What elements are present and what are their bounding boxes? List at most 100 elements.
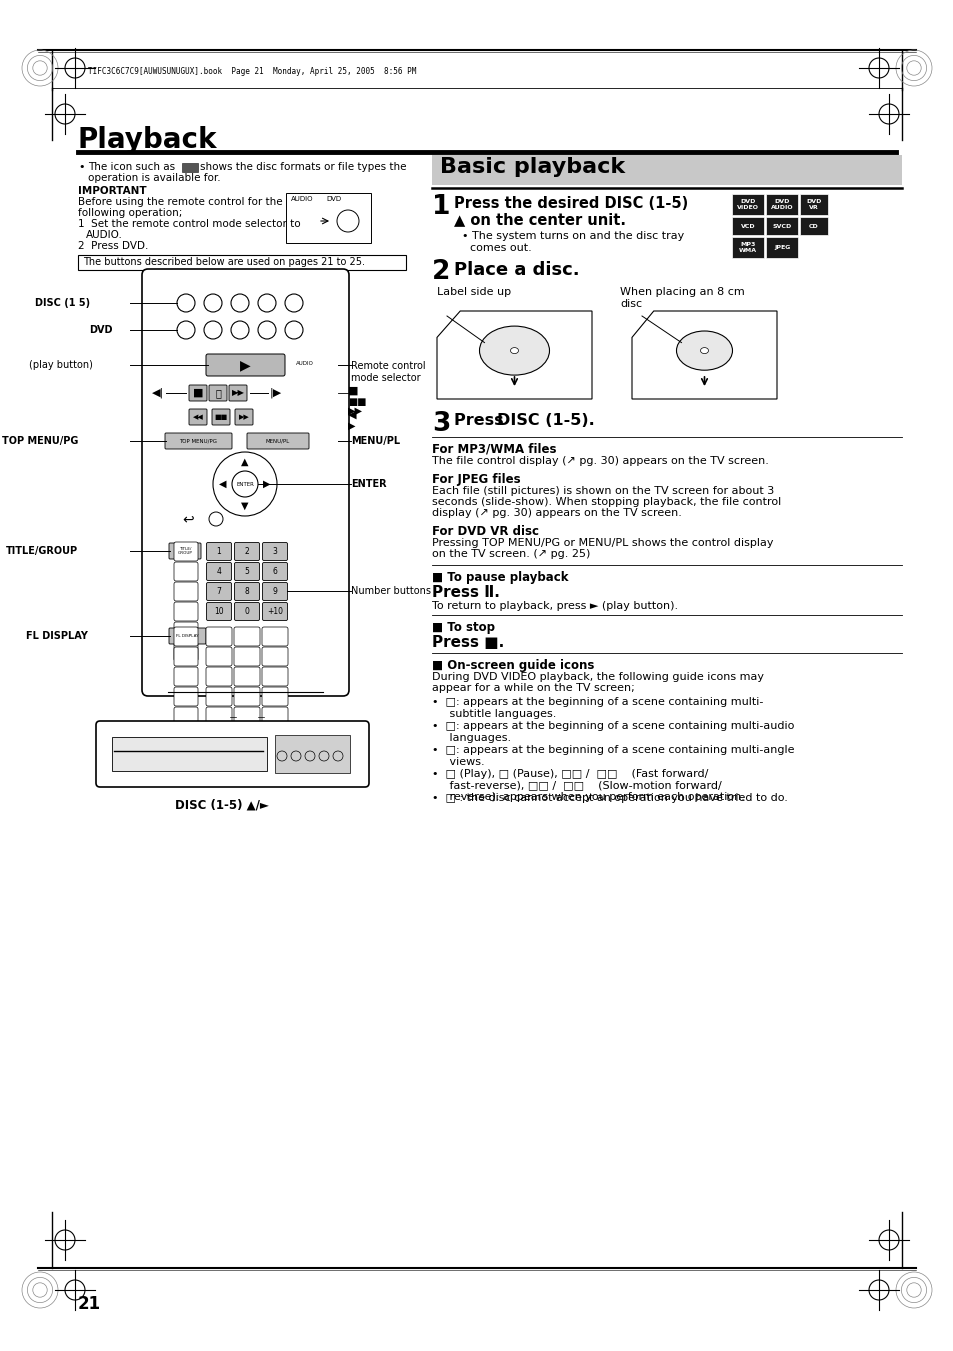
FancyBboxPatch shape (96, 721, 369, 788)
Text: ◀◀: ◀◀ (193, 413, 203, 420)
FancyBboxPatch shape (169, 628, 206, 644)
Text: VCD: VCD (740, 223, 755, 228)
Text: • The system turns on and the disc tray: • The system turns on and the disc tray (461, 231, 683, 240)
Text: DISC (1-5) ▲/►: DISC (1-5) ▲/► (175, 798, 269, 811)
Text: FL DISPLAY: FL DISPLAY (26, 631, 88, 640)
Text: 5: 5 (244, 567, 249, 576)
FancyBboxPatch shape (173, 642, 198, 661)
Text: ▶: ▶ (348, 422, 355, 431)
Text: The file control display (↗ pg. 30) appears on the TV screen.: The file control display (↗ pg. 30) appe… (432, 457, 768, 466)
Text: 4: 4 (216, 567, 221, 576)
FancyBboxPatch shape (234, 543, 259, 561)
Polygon shape (436, 311, 592, 399)
FancyBboxPatch shape (173, 621, 198, 640)
FancyBboxPatch shape (262, 582, 287, 600)
FancyBboxPatch shape (173, 688, 198, 707)
FancyBboxPatch shape (212, 409, 230, 426)
Bar (800, 195, 827, 215)
FancyBboxPatch shape (189, 409, 207, 426)
Text: seconds (slide-show). When stopping playback, the file control: seconds (slide-show). When stopping play… (432, 497, 781, 507)
Text: DVD
AUDIO: DVD AUDIO (770, 199, 793, 209)
Bar (731, 236, 763, 258)
Text: 2: 2 (244, 547, 249, 557)
Text: Number buttons: Number buttons (351, 586, 431, 596)
FancyBboxPatch shape (206, 354, 285, 376)
Text: ■: ■ (193, 388, 203, 399)
Text: Press the desired DISC (1-5): Press the desired DISC (1-5) (454, 196, 687, 211)
FancyBboxPatch shape (206, 707, 232, 725)
Text: Press ■.: Press ■. (432, 635, 504, 650)
Text: 21: 21 (78, 1296, 101, 1313)
Text: DISC (1 5): DISC (1 5) (35, 299, 90, 308)
Text: During DVD VIDEO playback, the following guide icons may: During DVD VIDEO playback, the following… (432, 671, 763, 682)
Text: When placing an 8 cm
disc: When placing an 8 cm disc (619, 286, 744, 308)
Text: TITLE/
GROUP: TITLE/ GROUP (177, 547, 193, 555)
Text: ↩: ↩ (182, 512, 193, 526)
Text: •  □ (Play), □ (Pause), □□ /  □□    (Fast forward/
     fast-reverse), □□ /  □□ : • □ (Play), □ (Pause), □□ / □□ (Fast for… (432, 769, 744, 802)
Text: •: • (78, 162, 85, 172)
Text: Playback: Playback (78, 126, 217, 154)
FancyBboxPatch shape (142, 269, 349, 696)
Text: ◀: ◀ (219, 480, 227, 489)
Text: ▶▶: ▶▶ (238, 413, 249, 420)
Text: Press Ⅱ.: Press Ⅱ. (432, 585, 499, 600)
Text: AUDIO: AUDIO (295, 361, 314, 366)
FancyBboxPatch shape (206, 603, 232, 620)
FancyBboxPatch shape (169, 543, 201, 559)
FancyBboxPatch shape (173, 562, 198, 581)
FancyBboxPatch shape (206, 562, 232, 581)
Bar (731, 195, 763, 215)
FancyBboxPatch shape (233, 707, 260, 725)
FancyBboxPatch shape (262, 688, 288, 707)
Text: 2  Press DVD.: 2 Press DVD. (78, 240, 149, 251)
Bar (765, 236, 797, 258)
Text: ENTER: ENTER (235, 481, 253, 486)
Bar (182, 163, 198, 172)
Text: FL DISPLAY: FL DISPLAY (175, 634, 198, 638)
Text: JPEG: JPEG (773, 245, 789, 250)
Text: display (↗ pg. 30) appears on the TV screen.: display (↗ pg. 30) appears on the TV scr… (432, 508, 681, 517)
Text: TIFC3C6C7C9[AUWUSUNUGUX].book  Page 21  Monday, April 25, 2005  8:56 PM: TIFC3C6C7C9[AUWUSUNUGUX].book Page 21 Mo… (88, 68, 416, 77)
Text: ⏸: ⏸ (214, 388, 221, 399)
FancyBboxPatch shape (234, 603, 259, 620)
FancyBboxPatch shape (189, 385, 207, 401)
Text: 7: 7 (216, 586, 221, 596)
Text: ■: ■ (348, 386, 358, 396)
FancyBboxPatch shape (262, 562, 287, 581)
Bar (765, 195, 797, 215)
FancyBboxPatch shape (173, 667, 198, 686)
FancyBboxPatch shape (206, 667, 232, 686)
Text: MENU/PL: MENU/PL (351, 436, 399, 446)
Polygon shape (631, 311, 776, 399)
Text: Before using the remote control for the: Before using the remote control for the (78, 197, 282, 207)
Text: Pressing TOP MENU/PG or MENU/PL shows the control display: Pressing TOP MENU/PG or MENU/PL shows th… (432, 538, 773, 549)
FancyBboxPatch shape (165, 434, 232, 449)
Text: Place a disc.: Place a disc. (454, 261, 579, 280)
Text: Basic playback: Basic playback (439, 157, 624, 177)
Text: •  □: appears at the beginning of a scene containing multi-
     subtitle langua: • □: appears at the beginning of a scene… (432, 697, 762, 719)
FancyBboxPatch shape (173, 542, 198, 561)
Text: appear for a while on the TV screen;: appear for a while on the TV screen; (432, 684, 634, 693)
Text: 2: 2 (432, 259, 450, 285)
FancyBboxPatch shape (233, 627, 260, 646)
Text: 6: 6 (273, 567, 277, 576)
Text: |▶: |▶ (270, 388, 282, 399)
Text: ■ To stop: ■ To stop (432, 621, 495, 634)
Text: ▶▶: ▶▶ (348, 407, 363, 416)
Text: IMPORTANT: IMPORTANT (78, 186, 147, 196)
FancyBboxPatch shape (206, 543, 232, 561)
Text: For JPEG files: For JPEG files (432, 473, 520, 486)
FancyBboxPatch shape (234, 562, 259, 581)
Text: ▲ on the center unit.: ▲ on the center unit. (454, 212, 625, 227)
Ellipse shape (479, 326, 549, 376)
FancyBboxPatch shape (229, 385, 247, 401)
Text: 3: 3 (432, 411, 450, 436)
Text: TOP MENU/PG: TOP MENU/PG (2, 436, 78, 446)
FancyBboxPatch shape (209, 385, 227, 401)
Text: MP3
WMA: MP3 WMA (739, 242, 757, 253)
Text: ◀: ◀ (348, 409, 356, 420)
Text: 10: 10 (214, 607, 224, 616)
Bar (765, 218, 797, 235)
Text: For MP3/WMA files: For MP3/WMA files (432, 443, 556, 457)
Bar (78, 255, 406, 270)
